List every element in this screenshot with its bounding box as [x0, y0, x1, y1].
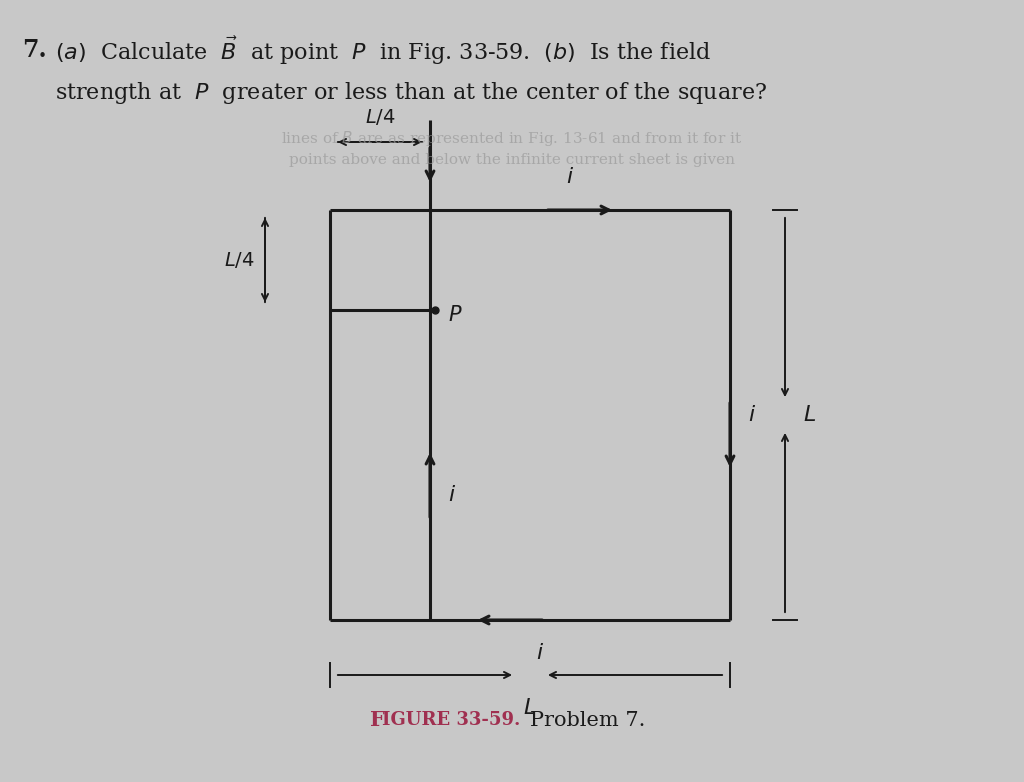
- Text: lines of $B$ are as represented in Fig. 13-61 and from it for it: lines of $B$ are as represented in Fig. …: [282, 128, 742, 148]
- Text: Problem 7.: Problem 7.: [530, 711, 645, 730]
- Text: $i$: $i$: [536, 642, 544, 664]
- Text: $L/4$: $L/4$: [224, 250, 255, 270]
- Text: $P$: $P$: [449, 305, 463, 325]
- Text: $L$: $L$: [523, 697, 537, 719]
- Text: strength at  $P$  greater or less than at the center of the square?: strength at $P$ greater or less than at …: [55, 80, 767, 106]
- Text: 7.: 7.: [22, 38, 47, 62]
- Text: F: F: [370, 710, 385, 730]
- Text: $L/4$: $L/4$: [365, 107, 395, 127]
- Text: $i$: $i$: [449, 484, 456, 506]
- Text: points above and below the infinite current sheet is given: points above and below the infinite curr…: [289, 153, 735, 167]
- Text: $L$: $L$: [803, 404, 816, 426]
- Text: $(a)$  Calculate  $\vec{B}$  at point  $P$  in Fig. 33-59.  $(b)$  Is the field: $(a)$ Calculate $\vec{B}$ at point $P$ i…: [55, 35, 712, 67]
- Text: IGURE 33-59.: IGURE 33-59.: [382, 711, 520, 729]
- Text: $i$: $i$: [748, 404, 756, 426]
- Text: $i$: $i$: [566, 166, 574, 188]
